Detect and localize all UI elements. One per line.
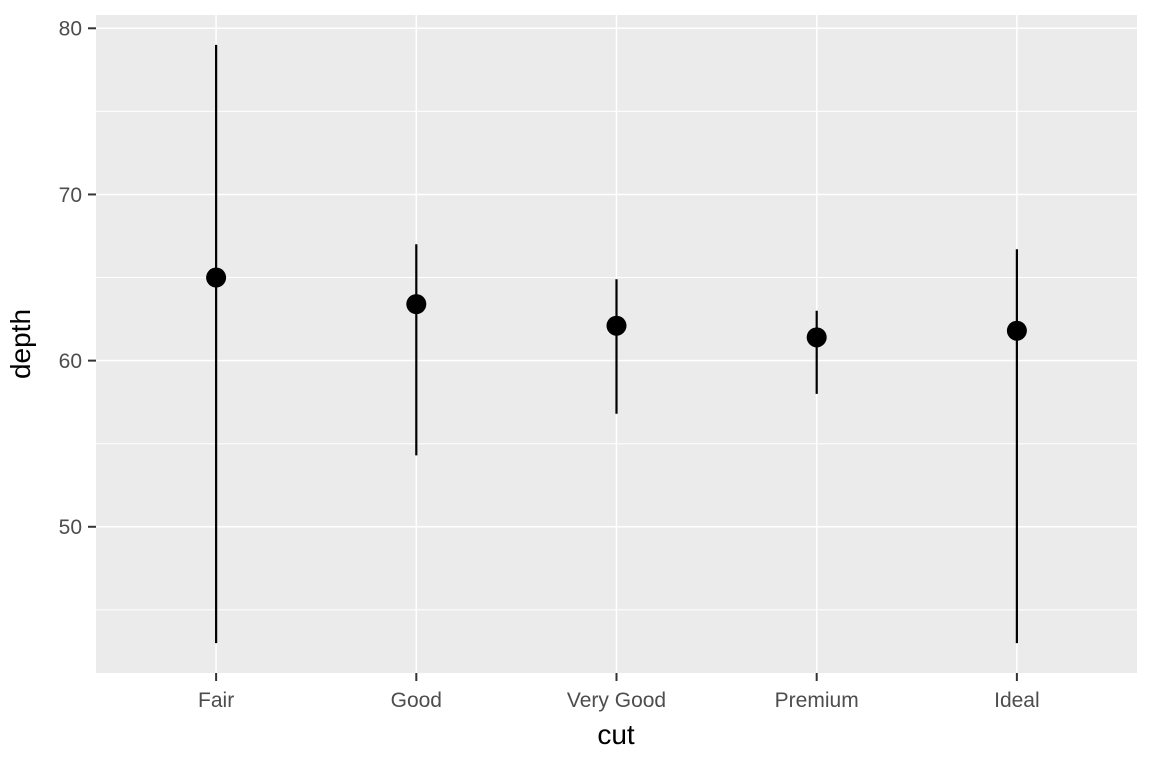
x-axis-title: cut [597, 719, 635, 750]
y-tick-label: 60 [59, 350, 82, 373]
pointrange-point [406, 294, 427, 315]
y-tick-label: 80 [59, 18, 82, 41]
x-tick-label: Premium [775, 689, 859, 712]
pointrange-marks [206, 44, 1027, 644]
y-axis-title: depth [5, 309, 36, 379]
x-tick-label: Fair [198, 689, 234, 712]
pointrange-point [1006, 320, 1027, 341]
x-tick-label: Good [391, 689, 442, 712]
pointrange-point [806, 327, 827, 348]
axis-tick-labels: 50 60 70 80 Fair Good Very Good Premium Ideal [59, 18, 1040, 712]
x-tick-label: Very Good [567, 689, 666, 712]
pointrange-point [606, 315, 627, 336]
x-tick-label: Ideal [994, 689, 1040, 712]
pointrange-point [206, 267, 227, 288]
y-tick-label: 50 [59, 516, 82, 539]
axis-tick-marks [88, 27, 1018, 681]
y-tick-label: 70 [59, 184, 82, 207]
